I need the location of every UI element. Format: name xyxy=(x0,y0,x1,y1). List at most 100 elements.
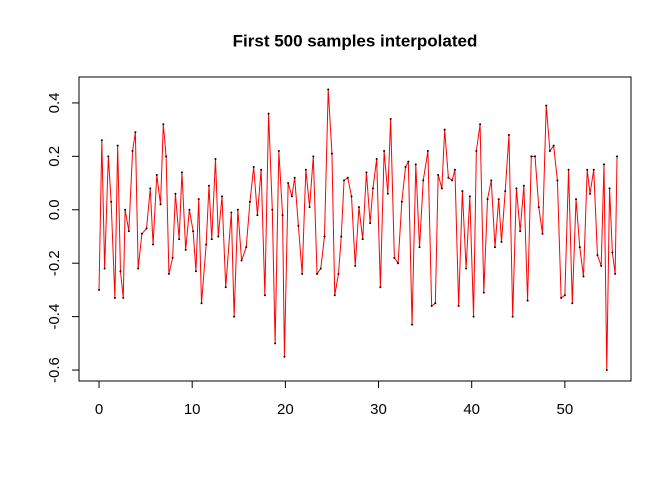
data-point xyxy=(337,272,340,275)
data-point xyxy=(224,286,227,289)
data-point xyxy=(293,176,296,179)
data-point xyxy=(197,198,200,201)
data-point xyxy=(440,187,443,190)
data-point xyxy=(152,243,155,246)
data-point xyxy=(159,203,162,206)
y-tick-label: -0.4 xyxy=(46,304,63,330)
data-point xyxy=(98,288,101,291)
data-point xyxy=(437,174,440,177)
data-point xyxy=(461,190,464,193)
data-point xyxy=(287,182,290,185)
data-point xyxy=(605,369,608,372)
data-point xyxy=(560,296,563,299)
data-point xyxy=(575,198,578,201)
data-point xyxy=(451,179,454,182)
data-point xyxy=(578,246,581,249)
chart-title: First 500 samples interpolated xyxy=(233,31,478,50)
data-point xyxy=(200,302,203,305)
data-point xyxy=(149,187,152,190)
data-point xyxy=(274,342,277,345)
data-point xyxy=(504,190,507,193)
y-tick-label: 0.4 xyxy=(46,92,63,113)
data-point xyxy=(434,302,437,305)
data-point xyxy=(122,296,125,299)
y-tick-label: 0.0 xyxy=(46,199,63,220)
data-point xyxy=(252,166,255,169)
data-point xyxy=(493,246,496,249)
data-point xyxy=(600,264,603,267)
x-tick-label: 20 xyxy=(277,401,294,418)
data-point xyxy=(301,272,304,275)
data-point xyxy=(323,235,326,238)
data-point xyxy=(548,149,551,152)
data-point xyxy=(333,294,336,297)
data-point xyxy=(589,192,592,195)
data-point xyxy=(167,272,170,275)
data-point xyxy=(312,155,315,158)
data-point xyxy=(124,208,127,211)
data-point xyxy=(127,230,130,233)
data-point xyxy=(397,262,400,265)
y-tick-label: -0.6 xyxy=(46,357,63,383)
data-point xyxy=(443,128,446,131)
data-point xyxy=(119,270,122,273)
data-point xyxy=(107,155,110,158)
data-point xyxy=(103,267,106,270)
data-point xyxy=(400,200,403,203)
data-point xyxy=(134,131,137,134)
data-point xyxy=(571,302,574,305)
data-point xyxy=(361,238,364,241)
data-point xyxy=(465,267,468,270)
data-point xyxy=(256,214,259,217)
data-point xyxy=(490,179,493,182)
data-point xyxy=(596,254,599,257)
data-point xyxy=(343,179,346,182)
data-point xyxy=(214,158,217,161)
data-point xyxy=(563,294,566,297)
data-point xyxy=(297,224,300,227)
data-point xyxy=(267,112,270,115)
data-point xyxy=(592,168,595,171)
data-point xyxy=(110,200,113,203)
data-point xyxy=(379,286,382,289)
data-point xyxy=(145,227,148,230)
data-point xyxy=(453,168,456,171)
data-point xyxy=(608,187,611,190)
data-point xyxy=(418,246,421,249)
data-point xyxy=(248,200,251,203)
data-point xyxy=(375,158,378,161)
data-point xyxy=(426,149,429,152)
data-point xyxy=(346,176,349,179)
data-point xyxy=(350,195,353,198)
data-point xyxy=(327,88,330,91)
data-point xyxy=(556,179,559,182)
data-point xyxy=(486,198,489,201)
data-point xyxy=(526,299,529,302)
data-point xyxy=(530,155,533,158)
data-point xyxy=(260,168,263,171)
data-point xyxy=(371,187,374,190)
data-point xyxy=(165,155,168,158)
data-point xyxy=(281,214,284,217)
data-point xyxy=(386,192,389,195)
data-point xyxy=(162,123,165,126)
data-point xyxy=(116,144,119,147)
data-point xyxy=(422,179,425,182)
data-point xyxy=(545,104,548,107)
data-point xyxy=(383,149,386,152)
data-point xyxy=(184,248,187,251)
data-point xyxy=(393,256,396,259)
data-point xyxy=(236,208,239,211)
data-point xyxy=(263,294,266,297)
y-tick-label: 0.2 xyxy=(46,146,63,167)
data-point xyxy=(414,163,417,166)
data-point xyxy=(611,251,614,254)
data-point xyxy=(479,123,482,126)
data-point xyxy=(354,264,357,267)
data-point xyxy=(174,192,177,195)
data-point xyxy=(194,270,197,273)
data-point xyxy=(319,267,322,270)
data-point xyxy=(519,230,522,233)
data-point xyxy=(245,246,248,249)
data-point xyxy=(113,296,116,299)
